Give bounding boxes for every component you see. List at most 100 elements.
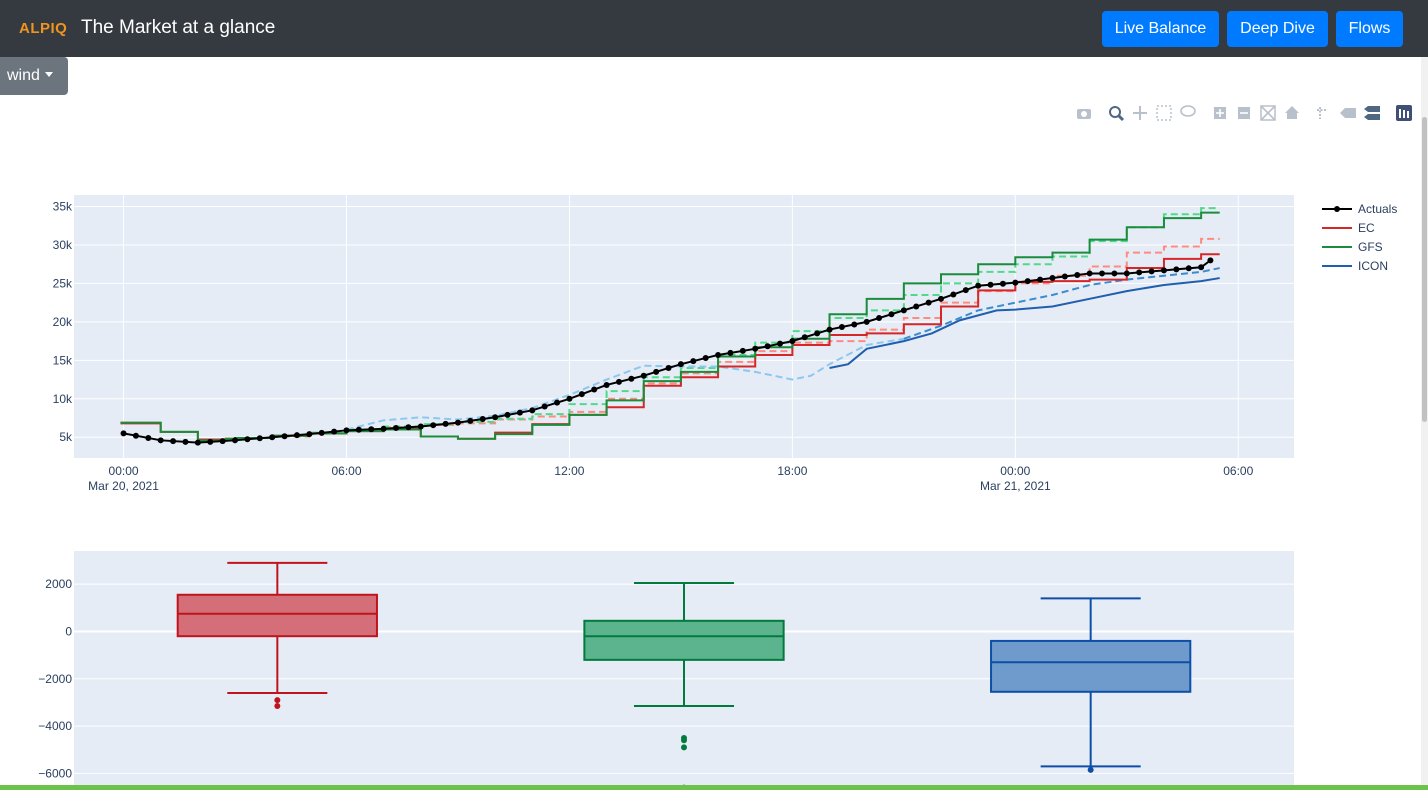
actuals-marker	[863, 318, 870, 325]
y-tick-label: 20k	[53, 315, 73, 329]
box-select-icon[interactable]	[1156, 105, 1172, 121]
actuals-marker	[541, 403, 548, 410]
x-tick-label: 00:00	[109, 464, 139, 478]
page-title: The Market at a glance	[81, 17, 276, 38]
plot-modebar	[1077, 105, 1412, 122]
actuals-marker	[677, 361, 684, 368]
actuals-marker	[615, 378, 622, 385]
actuals-marker	[591, 386, 598, 393]
box-icon	[990, 597, 1192, 773]
actuals-marker	[120, 430, 127, 437]
actuals-marker	[752, 345, 759, 352]
actuals-marker	[1111, 270, 1118, 277]
actuals-marker	[814, 330, 821, 337]
actuals-marker	[851, 321, 858, 328]
actuals-marker	[529, 407, 536, 414]
actuals-marker	[764, 343, 771, 350]
autoscale-icon[interactable]	[1260, 105, 1276, 121]
actuals-marker	[715, 351, 722, 358]
actuals-marker	[876, 315, 883, 322]
actuals-marker	[219, 438, 226, 445]
lasso-select-icon[interactable]	[1180, 105, 1196, 117]
actuals-marker	[281, 433, 288, 440]
y-tick-label: 5k	[59, 430, 73, 444]
live-balance-button[interactable]: Live Balance	[1102, 11, 1219, 47]
y-tick-label: 10k	[53, 392, 73, 406]
brand-logo[interactable]: ALPIQ	[19, 20, 68, 37]
actuals-marker	[1024, 278, 1031, 285]
interquartile-box	[583, 619, 785, 661]
caret-down-icon	[44, 72, 53, 77]
actuals-marker	[380, 425, 387, 432]
actuals-marker	[1061, 273, 1068, 280]
y-tick-label: 2000	[45, 577, 72, 591]
actuals-marker	[256, 435, 263, 442]
actuals-marker	[1123, 270, 1130, 277]
actuals-marker	[962, 287, 969, 294]
zoom-in-icon[interactable]	[1214, 107, 1226, 119]
outlier-point	[274, 697, 281, 704]
actuals-marker	[640, 372, 647, 379]
actuals-marker	[739, 347, 746, 354]
actuals-marker	[182, 438, 189, 445]
actuals-marker	[1198, 264, 1205, 271]
page-scrollbar[interactable]	[1421, 57, 1428, 790]
plotly-logo-icon[interactable]	[1396, 105, 1412, 121]
actuals-marker	[504, 411, 511, 418]
actuals-marker	[170, 438, 177, 445]
actuals-marker	[938, 295, 945, 302]
spike-lines-icon[interactable]	[1317, 107, 1327, 119]
camera-icon[interactable]	[1077, 109, 1091, 119]
reset-axes-icon[interactable]	[1285, 106, 1299, 119]
hover-closest-icon[interactable]	[1340, 108, 1356, 118]
actuals-marker	[1136, 269, 1143, 276]
actuals-marker	[838, 324, 845, 331]
actuals-marker	[665, 365, 672, 372]
flows-button[interactable]: Flows	[1336, 11, 1403, 47]
actuals-marker	[355, 426, 362, 433]
outlier-point	[274, 702, 281, 709]
y-tick-label: 30k	[53, 238, 73, 252]
source-dropdown-button[interactable]: wind	[0, 57, 68, 95]
actuals-marker	[702, 355, 709, 362]
actuals-marker	[1074, 271, 1081, 278]
actuals-marker	[975, 282, 982, 289]
actuals-marker	[1037, 276, 1044, 283]
hover-compare-icon[interactable]	[1364, 106, 1380, 120]
y-tick-label: 0	[65, 624, 72, 638]
actuals-marker	[368, 426, 375, 433]
actuals-marker	[913, 303, 920, 310]
actuals-marker	[776, 340, 783, 347]
legend-label-actuals: Actuals	[1358, 202, 1397, 216]
scrollbar-thumb[interactable]	[1422, 117, 1427, 422]
actuals-marker	[987, 281, 994, 288]
outlier-point	[1087, 766, 1094, 773]
y-tick-label: −2000	[38, 672, 72, 686]
legend-marker	[1334, 206, 1340, 212]
pan-icon[interactable]	[1133, 106, 1147, 120]
y-tick-label: 25k	[53, 276, 73, 290]
interquartile-box	[990, 639, 1192, 693]
zoom-out-icon[interactable]	[1238, 107, 1250, 119]
forecast-variant-7-series-line	[903, 267, 1220, 340]
x-tick-label: 00:00	[1000, 464, 1030, 478]
actuals-marker	[405, 424, 412, 431]
actuals-marker	[430, 422, 437, 429]
actuals-marker	[950, 291, 957, 298]
x-tick-sublabel: Mar 21, 2021	[980, 479, 1051, 493]
actuals-marker	[454, 419, 461, 426]
actuals-marker	[603, 381, 610, 388]
x-tick-label: 12:00	[554, 464, 584, 478]
actuals-marker	[479, 416, 486, 423]
zoom-icon[interactable]	[1109, 106, 1125, 122]
actuals-marker	[566, 395, 573, 402]
actuals-marker	[628, 375, 635, 382]
box-chart[interactable]: −6000 −4000 −2000 0 2000	[0, 545, 1420, 790]
outlier-point	[681, 744, 687, 751]
deep-dive-button[interactable]: Deep Dive	[1227, 11, 1328, 47]
legend-label-icon: ICON	[1358, 259, 1388, 273]
actuals-marker	[653, 368, 660, 375]
actuals-marker	[331, 428, 338, 435]
actuals-marker	[157, 437, 164, 444]
